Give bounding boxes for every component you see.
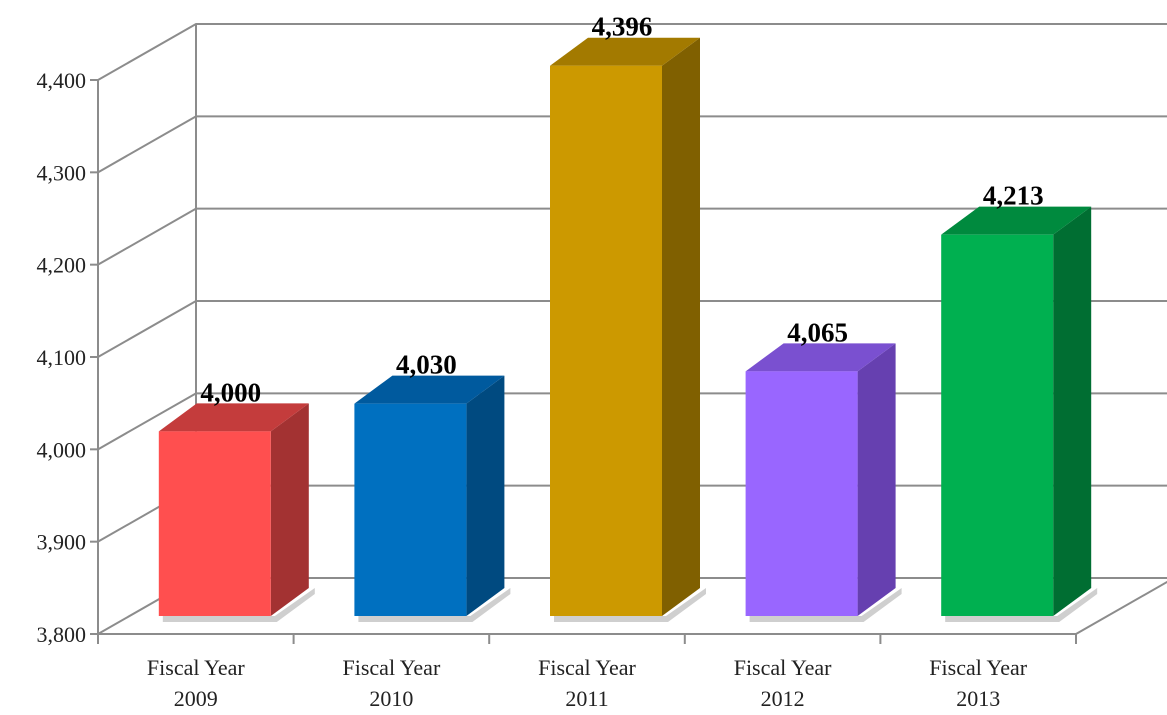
bar-top-face [354,375,505,404]
bar-side-face [662,37,700,616]
data-label: 4,030 [396,350,457,380]
labels: 3,800 3,900 4,000 4,100 4,200 4,300 4,400 4,000… [37,12,1044,711]
x-tick-label: Fiscal Year [538,655,636,680]
x-tick-label: Fiscal Year [929,655,1027,680]
x-tick-label-year: 2009 [174,686,218,711]
bar-shadow [358,588,511,622]
x-tick-label-year: 2010 [369,686,413,711]
data-label: 4,396 [592,12,653,42]
bar-shadow [554,588,706,622]
bar-top-face [158,403,309,432]
y-tick-label: 4,000 [37,437,87,462]
bar-shadow [945,588,1098,622]
bar-side-face [1053,206,1092,616]
data-label: 4,000 [200,377,261,407]
y-tick-label: 4,100 [37,345,87,370]
bar-side-face [466,375,505,616]
bar-shadow [162,588,315,622]
y-tick-label: 4,200 [37,253,87,278]
y-tick-label: 3,800 [37,622,87,647]
bar-side-face [857,343,896,616]
axes [90,24,1167,644]
y-tick-label: 3,900 [37,530,87,555]
bar-top-face [745,343,896,372]
x-tick-label: Fiscal Year [147,655,245,680]
x-tick-label-year: 2012 [761,686,805,711]
bar-2011 [550,65,662,616]
x-tick-label-year: 2013 [956,686,1000,711]
x-tick-label-year: 2011 [565,686,608,711]
data-label: 4,213 [983,181,1044,211]
bar-top-face [550,37,700,66]
bar-2009 [158,431,271,616]
bars [158,37,1098,622]
bar-side-face [270,403,309,616]
bar-2012 [745,371,858,616]
bar-2010 [354,403,467,616]
data-label: 4,065 [787,317,848,347]
bar-shadow [749,588,902,622]
x-tick-label: Fiscal Year [734,655,832,680]
bar-top-face [941,206,1092,235]
floor-right-edge [1075,580,1167,635]
x-tick-label: Fiscal Year [343,655,441,680]
y-tick-label: 4,400 [37,68,87,93]
bar-2013 [941,234,1054,616]
y-tick-label: 4,300 [37,160,87,185]
